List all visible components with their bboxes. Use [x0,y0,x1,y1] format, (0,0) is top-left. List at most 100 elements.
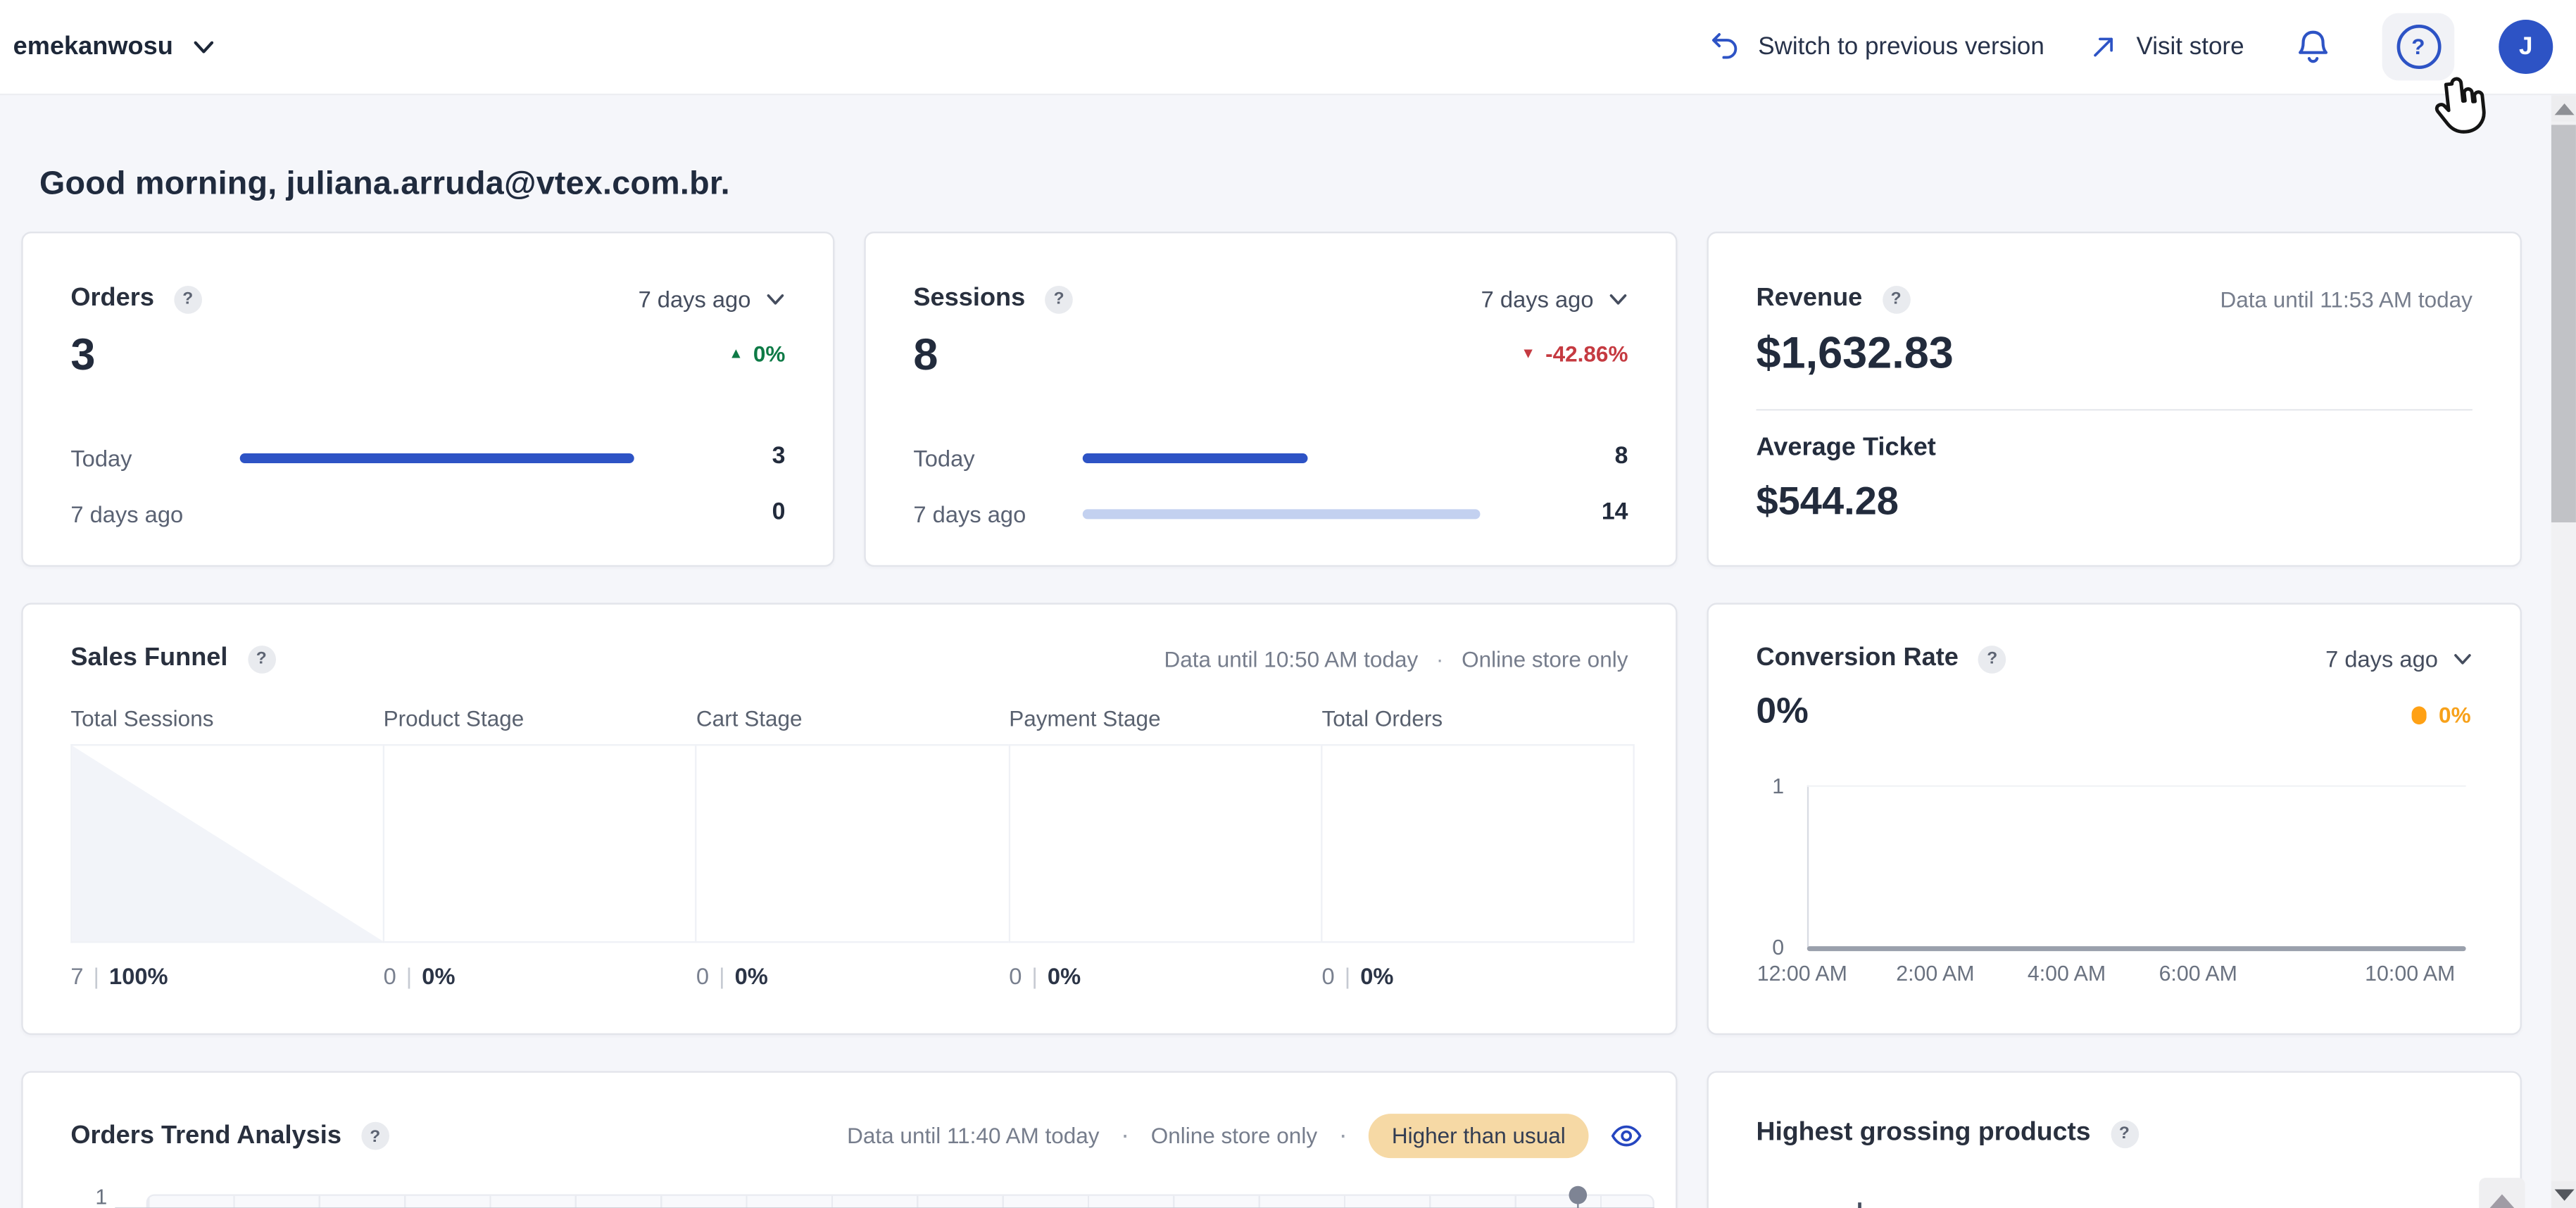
revenue-card-title: Revenue ? [1757,284,1910,314]
orders-delta-value: 0% [753,341,786,367]
conversion-rate-title: Conversion Rate ? [1757,644,2006,674]
orders-card-title: Orders ? [70,284,202,314]
funnel-stage-label: Total Sessions [70,706,214,731]
conversion-help-icon[interactable]: ? [1978,644,2006,673]
top-bar: emekanwosu Switch to previous version Vi… [0,0,2576,96]
switch-previous-version-label: Switch to previous version [1758,32,2044,61]
sessions-today-row: Today 8 [913,443,1628,472]
sessions-previous-bar [1082,509,1481,519]
orders-delta: ▲ 0% [729,341,785,366]
visibility-toggle[interactable] [1610,1122,1643,1150]
funnel-column-total-orders [1320,744,1635,943]
scroll-down-triangle-icon [2553,1188,2574,1201]
funnel-column-payment-stage [1007,744,1321,943]
sales-funnel-meta: Data until 10:50 AM today · Online store… [1164,646,1628,671]
y-axis-tick: 0 [1772,934,1785,960]
account-switcher[interactable]: emekanwosu [13,32,216,62]
visit-store-link[interactable]: Visit store [2089,31,2244,62]
sessions-previous-value: 14 [1601,499,1628,526]
help-icon: ? [2396,25,2441,70]
sessions-delta-value: -42.86% [1545,341,1628,367]
sessions-help-icon[interactable]: ? [1045,284,1073,313]
sales-funnel-title: Sales Funnel ? [70,643,276,674]
funnel-stage-label: Cart Stage [696,706,803,731]
trend-marker-pin[interactable] [1569,1185,1588,1208]
chevron-down-icon [767,293,784,304]
top-products-card: Highest grossing products ? [1707,1071,2522,1208]
inner-scroll-up-button[interactable] [2479,1178,2525,1208]
funnel-count: 0 [1009,962,1022,989]
revenue-divider [1756,409,2473,411]
scrollbar-up-arrow[interactable] [2551,95,2576,122]
trend-chart-band [146,1194,1654,1208]
sales-funnel-title-text: Sales Funnel [70,643,228,672]
funnel-count: 0 [696,962,710,989]
top-products-help-icon[interactable]: ? [2110,1119,2139,1147]
top-products-title-text: Highest grossing products [1756,1119,2091,1147]
page-greeting: Good morning, juliana.arruda@vtex.com.br… [39,166,730,203]
orders-today-bar [239,453,634,463]
pipe-separator: | [719,962,725,989]
scrollbar-thumb[interactable] [2551,125,2576,523]
notifications-button[interactable] [2289,23,2338,72]
chevron-down-icon [2454,653,2471,664]
scrollbar-down-arrow[interactable] [2551,1181,2576,1208]
orders-period-dropdown[interactable]: 7 days ago [639,286,786,312]
switch-previous-version-link[interactable]: Switch to previous version [1707,30,2044,64]
average-ticket-label: Average Ticket [1756,434,1936,462]
average-ticket-value: $544.28 [1756,479,1899,524]
top-bar-actions: Switch to previous version Visit store ?… [1707,13,2553,81]
orders-today-label: Today [70,445,132,472]
down-triangle-icon: ▼ [1521,345,1536,362]
funnel-count: 0 [1321,962,1335,989]
x-axis-tick: 6:00 AM [2159,961,2237,986]
sessions-card: Sessions ? 7 days ago 8 ▼ -42.86% Today … [864,232,1678,567]
sales-funnel-help-icon[interactable]: ? [247,644,276,673]
orders-trend-scope: Online store only [1150,1124,1318,1149]
scroll-up-triangle-icon [2553,102,2574,115]
sessions-period-dropdown[interactable]: 7 days ago [1481,286,1628,312]
undo-icon [1712,33,1738,59]
funnel-value: 0 | 0% [1322,962,1394,988]
y-axis-line [1807,785,1809,950]
chevron-down-icon [194,40,214,53]
x-axis-tick: 4:00 AM [2027,961,2106,986]
funnel-pct: 0% [1360,962,1394,989]
conversion-value: 0% [1756,690,1809,731]
funnel-column-product-stage [383,744,696,943]
dot-separator: · [1435,646,1444,672]
dot-separator: · [1120,1121,1130,1150]
orders-trend-title-text: Orders Trend Analysis [70,1121,341,1150]
sessions-title-text: Sessions [913,284,1026,313]
arrow-up-right-icon [2094,37,2113,57]
conversion-flat-line [1807,946,2466,950]
visit-store-label: Visit store [2136,32,2244,61]
sessions-previous-label: 7 days ago [913,501,1026,528]
conversion-rate-card: Conversion Rate ? 7 days ago 0% 0% 1 0 1… [1707,603,2522,1036]
revenue-help-icon[interactable]: ? [1882,284,1910,313]
orders-value: 3 [70,330,96,380]
dot-separator: · [1338,1121,1347,1150]
revenue-value: $1,632.83 [1756,328,1954,378]
orders-previous-label: 7 days ago [70,501,184,528]
funnel-pct: 0% [734,962,768,989]
avatar[interactable]: J [2499,20,2553,75]
orders-trend-timestamp: Data until 11:40 AM today [847,1124,1100,1149]
trend-axis-line [115,1206,1654,1208]
funnel-column-cart-stage [696,744,1008,943]
orders-help-icon[interactable]: ? [173,284,202,313]
scroll-up-triangle-icon [2489,1193,2515,1208]
conversion-delta-value: 0% [2439,703,2471,728]
funnel-column-total-sessions [70,744,384,943]
funnel-pct: 100% [109,962,168,989]
sessions-today-label: Today [913,445,975,472]
sales-funnel-card: Sales Funnel ? Data until 10:50 AM today… [21,603,1678,1036]
funnel-value: 0 | 0% [696,962,768,988]
orders-trend-help-icon[interactable]: ? [360,1121,389,1150]
orders-previous-row: 7 days ago 0 [70,499,785,527]
help-button[interactable]: ? [2382,13,2455,81]
x-axis-tick: 2:00 AM [1896,961,1975,986]
conversion-period-dropdown[interactable]: 7 days ago [2325,646,2473,672]
orders-trend-title: Orders Trend Analysis ? [70,1121,389,1151]
